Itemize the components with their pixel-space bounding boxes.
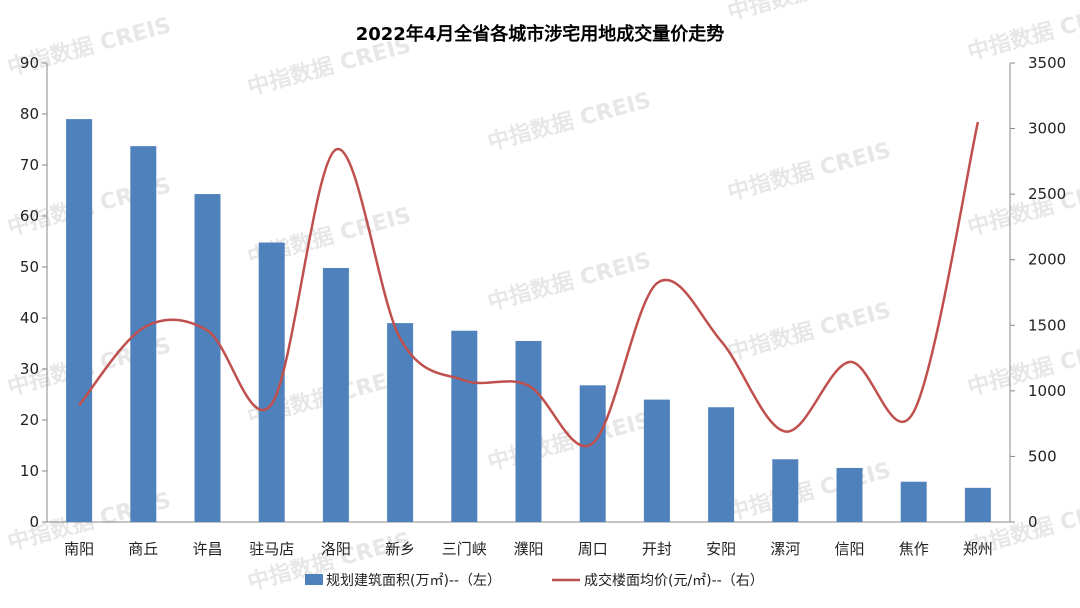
x-tick-label: 洛阳 [321, 540, 351, 558]
watermark-text: 中指数据 CREIS [485, 87, 654, 156]
chart-title: 2022年4月全省各城市涉宅用地成交量价走势 [356, 23, 725, 45]
watermark-text: 中指数据 CREIS [485, 407, 654, 476]
watermark-text: 中指数据 CREIS [725, 457, 894, 526]
x-tick-label: 三门峡 [442, 540, 487, 558]
y-left-tick-label: 80 [20, 105, 39, 123]
bar-series [66, 119, 991, 522]
bar [515, 340, 542, 522]
watermark-text: 中指数据 CREIS [725, 137, 894, 206]
bar [772, 459, 799, 522]
x-tick-label: 漯河 [770, 540, 800, 558]
y-right-tick-label: 0 [1028, 513, 1038, 531]
legend: 规划建筑面积(万㎡)--（左） 成交楼面均价(元/㎡)--（右） [305, 572, 764, 589]
legend-line-label: 成交楼面均价(元/㎡)--（右） [584, 572, 764, 589]
x-tick-label: 驻马店 [249, 540, 294, 558]
watermark-text: 中指数据 CREIS [725, 0, 894, 26]
y-right-tick-label: 3000 [1028, 120, 1066, 138]
watermark-text: 中指数据 CREIS [725, 297, 894, 366]
watermark-text: 中指数据 CREIS [485, 247, 654, 316]
legend-bar-swatch [305, 574, 323, 585]
x-tick-label: 新乡 [385, 540, 415, 558]
x-tick-label: 周口 [578, 540, 608, 558]
legend-bar-label: 规划建筑面积(万㎡)--（左） [326, 573, 501, 589]
x-tick-label: 焦作 [899, 540, 929, 558]
x-tick-label: 开封 [642, 540, 672, 558]
y-left-tick-label: 40 [20, 309, 39, 327]
bar [66, 119, 93, 522]
bar [387, 323, 414, 522]
bar [194, 194, 221, 522]
y-left-tick-label: 50 [20, 258, 39, 276]
y-right-tick-label: 2500 [1028, 185, 1066, 203]
y-right-tick-label: 500 [1028, 447, 1057, 465]
x-tick-label: 安阳 [706, 540, 736, 558]
bar [708, 407, 735, 522]
watermark-text: 中指数据 CREIS [965, 172, 1080, 241]
x-tick-label: 许昌 [192, 540, 222, 558]
y-right-tick-label: 1500 [1028, 316, 1066, 334]
bar [322, 268, 349, 522]
y-left-tick-label: 0 [29, 513, 39, 531]
y-right-tick-label: 1000 [1028, 382, 1066, 400]
y-left-tick-label: 90 [20, 54, 39, 72]
y-left-tick-label: 70 [20, 156, 39, 174]
bar [900, 481, 927, 522]
bar [964, 487, 991, 522]
x-tick-label: 南阳 [64, 540, 94, 558]
y-right-tick-label: 3500 [1028, 54, 1066, 72]
x-tick-label: 信阳 [834, 540, 864, 558]
line-series [78, 121, 980, 448]
y-left-tick-label: 60 [20, 207, 39, 225]
x-tick-label: 濮阳 [513, 540, 543, 558]
y-right-tick-label: 2000 [1028, 251, 1066, 269]
price-line [78, 121, 980, 448]
y-left-tick-label: 20 [20, 411, 39, 429]
x-tick-label: 商丘 [128, 540, 158, 558]
bar [579, 385, 606, 522]
y-left-tick-label: 30 [20, 360, 39, 378]
bar [643, 399, 670, 522]
x-tick-label: 郑州 [963, 540, 993, 558]
bar [836, 467, 863, 522]
y-left-tick-label: 10 [20, 462, 39, 480]
bar [451, 330, 478, 522]
